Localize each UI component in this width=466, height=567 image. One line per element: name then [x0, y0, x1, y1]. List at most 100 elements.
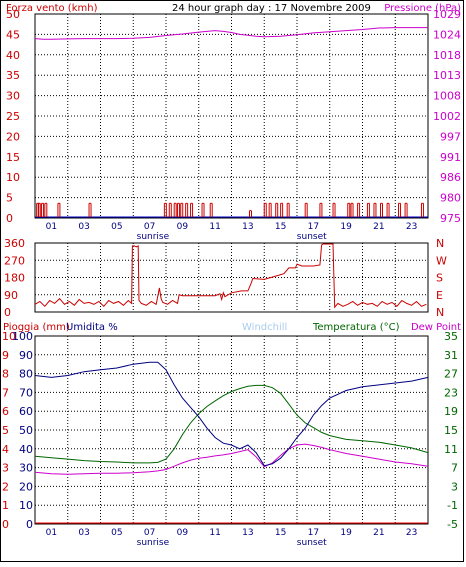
bottom-grid: [34, 335, 429, 525]
chart-title: 24 hour graph day : 17 Novembre 2009: [172, 3, 371, 14]
humidity-tick: 60: [19, 405, 33, 418]
compass-tick: S: [436, 272, 443, 285]
pressure-tick: 980: [440, 192, 461, 205]
windchill-label: Windchill: [242, 322, 287, 333]
compass-tick: E: [436, 289, 443, 302]
rain-tick: 8: [2, 368, 9, 381]
wind-direction-tick: 360: [4, 237, 25, 250]
mid-grid: [34, 242, 429, 313]
top-grid: [34, 13, 429, 219]
rain-tick: 6: [2, 405, 9, 418]
pressure-tick: 1013: [433, 69, 461, 82]
bottom-sunrise-annotation: sunrise: [137, 538, 170, 548]
pressure-tick: 1029: [433, 8, 461, 21]
compass-tick: W: [436, 254, 447, 267]
wind-direction-tick: 0: [4, 306, 11, 319]
humidity-tick: 50: [19, 424, 33, 437]
pressure-tick: 991: [440, 151, 461, 164]
temperature-line: [34, 384, 429, 464]
top-sunset-annotation: sunset: [297, 232, 327, 242]
humidity-tick: 10: [19, 499, 33, 512]
wind-speed-tick: 35: [6, 69, 20, 82]
dew-point-line: [34, 443, 429, 475]
temperature-tick: 11: [444, 443, 458, 456]
pressure-tick: 1024: [433, 28, 461, 41]
bottom-sunset-annotation: sunset: [297, 538, 327, 548]
wind-speed-tick: 50: [6, 8, 20, 21]
compass-tick: N: [436, 306, 444, 319]
temperature-tick: 31: [444, 349, 458, 362]
bottom-x-tick: 23: [406, 528, 417, 538]
bottom-x-tick: 11: [209, 528, 220, 538]
humidity-tick: 20: [19, 480, 33, 493]
wind-speed-tick: 5: [6, 192, 13, 205]
top-x-tick: 05: [111, 222, 122, 232]
bottom-x-tick: 17: [308, 528, 319, 538]
pressure-tick: 986: [440, 171, 461, 184]
top-x-tick: 13: [242, 222, 253, 232]
bottom-x-tick: 13: [242, 528, 253, 538]
top-x-tick: 09: [177, 222, 189, 232]
top-x-tick: 03: [78, 222, 89, 232]
rain-tick: 3: [2, 462, 9, 475]
top-sunrise-annotation: sunrise: [137, 232, 170, 242]
top-x-tick: 21: [373, 222, 384, 232]
temperature-tick: 27: [444, 368, 458, 381]
rain-tick: 2: [2, 480, 9, 493]
compass-tick: N: [436, 237, 444, 250]
rain-tick: 5: [2, 424, 9, 437]
bottom-x-tick: 15: [275, 528, 286, 538]
bottom-x-tick: 19: [340, 528, 352, 538]
humidity-tick: 100: [12, 330, 33, 343]
wind-speed-axis-label: Forza vento (kmh): [6, 3, 98, 14]
pressure-tick: 1002: [433, 110, 461, 123]
wind-direction-line: [34, 243, 427, 309]
humidity-tick: 70: [19, 386, 33, 399]
humidity-tick: 40: [19, 443, 33, 456]
wind-speed-tick: 25: [6, 110, 20, 123]
top-x-tick: 23: [406, 222, 417, 232]
wind-direction-tick: 90: [4, 289, 18, 302]
rain-tick: 9: [2, 349, 9, 362]
dew-point-label: Dew Point: [411, 322, 461, 333]
rain-axis-label: Pioggia (mm): [3, 322, 70, 333]
temperature-tick: -1: [447, 499, 458, 512]
bottom-x-tick: 03: [78, 528, 89, 538]
humidity-axis-label: Umidita %: [66, 322, 118, 333]
pressure-tick: 1018: [433, 49, 461, 62]
humidity-tick: 30: [19, 462, 33, 475]
wind-speed-tick: 10: [6, 171, 20, 184]
rain-tick: 10: [2, 330, 16, 343]
wind-speed-tick: 30: [6, 90, 20, 103]
bottom-x-tick: 01: [46, 528, 57, 538]
rain-tick: 0: [2, 518, 9, 531]
pressure-axis-label: Pressione (hPa): [384, 3, 461, 14]
wind-direction-tick: 180: [4, 272, 25, 285]
humidity-line: [34, 361, 429, 467]
pressure-tick: 997: [440, 130, 461, 143]
temperature-label: Temperatura (°C): [312, 322, 400, 333]
humidity-tick: 0: [26, 518, 33, 531]
bottom-x-tick: 09: [177, 528, 189, 538]
humidity-tick: 80: [19, 368, 33, 381]
temperature-tick: -5: [447, 518, 458, 531]
rain-tick: 1: [2, 499, 9, 512]
rain-tick: 7: [2, 386, 9, 399]
pressure-tick: 1008: [433, 90, 461, 103]
wind-speed-tick: 45: [6, 28, 20, 41]
bottom-x-tick: 05: [111, 528, 122, 538]
rain-tick: 4: [2, 443, 9, 456]
temperature-tick: 19: [444, 405, 458, 418]
bottom-x-tick: 07: [144, 528, 155, 538]
bottom-x-tick: 21: [373, 528, 384, 538]
wind-direction-tick: 270: [4, 254, 25, 267]
temperature-tick: 7: [451, 462, 458, 475]
temperature-tick: 15: [444, 424, 458, 437]
wind-speed-tick: 0: [6, 212, 13, 225]
wind-speed-tick: 15: [6, 151, 20, 164]
wind-speed-tick: 20: [6, 130, 20, 143]
temperature-tick: 23: [444, 386, 458, 399]
top-x-tick: 01: [46, 222, 57, 232]
